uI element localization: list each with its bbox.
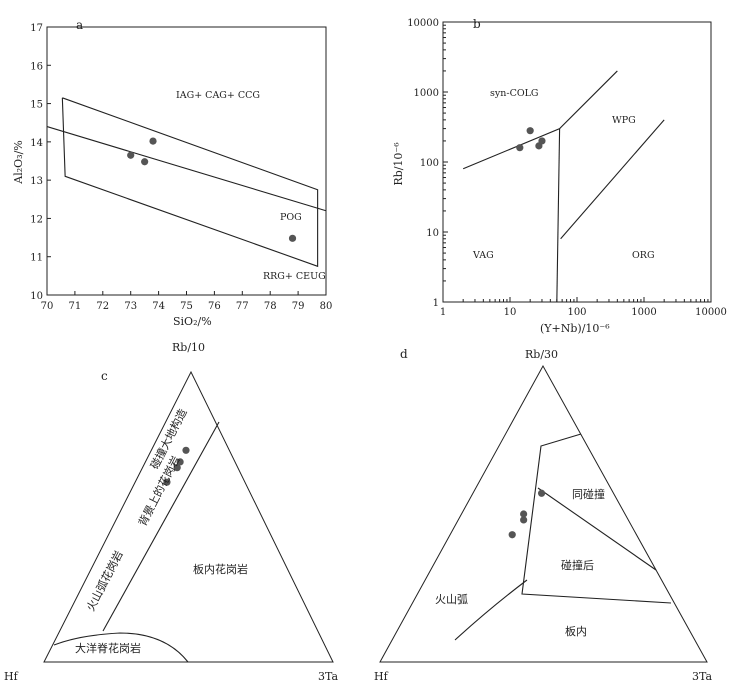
panel-d-point <box>508 531 516 539</box>
panel-a-point <box>288 234 297 242</box>
panel-b-field-syn-colg: syn-COLG <box>490 88 539 99</box>
panel-b-xtick-label: 10 <box>504 307 517 318</box>
panel-a-boundary <box>61 97 319 268</box>
panel-b-chart: b 1 10 100 1000 10000 1 10 100 1000 10000 syn-COL… <box>392 17 727 335</box>
panel-d-apex-left: Hf <box>374 670 389 683</box>
panel-a-ytick-label: 12 <box>30 214 43 225</box>
panel-a-letter: a <box>76 18 83 32</box>
panel-b-field-org: ORG <box>632 250 655 261</box>
panel-a-points <box>127 137 297 242</box>
panel-d-triangle <box>379 364 708 663</box>
panel-a-field-pog: POG <box>280 212 302 223</box>
panel-d-points <box>508 489 546 539</box>
panel-d-boundary-postcol <box>537 487 657 571</box>
panel-a-ytick-label: 15 <box>30 100 43 111</box>
panel-b-boundary <box>462 70 618 170</box>
panel-c-boundary-org <box>53 632 189 663</box>
panel-a-ylabel: Al₂O₃/% <box>12 140 25 184</box>
panel-b-ticks: 1 10 100 1000 10000 1 10 100 1000 10000 <box>407 18 727 318</box>
panel-a-boundary <box>46 126 327 212</box>
panel-c-point <box>176 458 184 466</box>
panel-b-xtick-label: 1 <box>440 307 446 318</box>
panel-d-field-wpg: 板内 <box>565 624 587 638</box>
panel-a-xtick-label: 75 <box>180 301 193 312</box>
panel-a-ytick-label: 10 <box>30 291 43 302</box>
panel-a-ytick-label: 17 <box>30 23 43 34</box>
panel-c-field-org: 大洋脊花岗岩 <box>75 641 141 655</box>
panel-a-ticks: 70 71 72 73 74 75 76 77 78 79 80 10 11 12 13 14 15 16 17 <box>30 23 332 312</box>
panel-a-ytick-label: 14 <box>30 138 43 149</box>
panel-a-field-iag: IAG+ CAG+ CCG <box>176 90 260 101</box>
panel-d-field-syncol: 同碰撞 <box>572 487 605 501</box>
panel-d-apex-right: 3Ta <box>692 670 712 683</box>
panel-a-xtick-label: 73 <box>124 301 137 312</box>
panel-b-ylabel: Rb/10⁻⁶ <box>392 142 405 186</box>
panel-d-boundary-syncol <box>521 433 672 604</box>
panel-b-field-vag: VAG <box>472 250 494 261</box>
panel-a-xtick-label: 74 <box>152 301 165 312</box>
panel-c-field-vag: 火山弧花岗岩 <box>83 548 125 613</box>
panel-b-ytick-label: 1000 <box>414 88 439 99</box>
panel-d-field-vag: 火山弧 <box>435 592 468 606</box>
panel-b-point <box>516 144 524 152</box>
panel-a-point <box>141 158 149 166</box>
panel-d-field-postcol: 碰撞后 <box>561 558 594 572</box>
panel-d-point <box>520 510 528 518</box>
panel-b-letter: b <box>473 17 481 31</box>
panel-c-point <box>163 478 171 486</box>
panel-a-xlabel: SiO₂/% <box>173 315 212 328</box>
panel-b-ytick-label: 100 <box>420 158 439 169</box>
panel-a-xtick-label: 70 <box>41 301 54 312</box>
panel-a-ytick-label: 13 <box>30 176 43 187</box>
panel-b-ytick-label: 1 <box>433 298 439 309</box>
panel-a-point <box>127 151 135 159</box>
panel-a-point <box>149 137 157 145</box>
panel-c-letter: c <box>101 369 108 383</box>
panel-a-xtick-label: 77 <box>236 301 249 312</box>
panel-d-ternary: d Rb/30 Hf 3Ta 同碰撞 碰撞后 火山弧 板内 <box>374 347 712 683</box>
panel-c-apex-left: Hf <box>4 670 19 683</box>
panel-c-boundary-vag <box>102 421 220 632</box>
panel-d-apex-top: Rb/30 <box>525 348 558 361</box>
panel-d-point <box>537 489 546 497</box>
panel-c-triangle <box>43 370 334 663</box>
panel-c-points <box>163 446 190 486</box>
panel-a-xtick-label: 80 <box>320 301 333 312</box>
panel-a-ytick-label: 16 <box>30 61 43 72</box>
panel-b-xtick-label: 1000 <box>631 307 656 318</box>
panel-d-point <box>520 516 528 524</box>
panel-c-point <box>173 464 181 472</box>
panel-b-xlabel: (Y+Nb)/10⁻⁶ <box>540 322 610 335</box>
panel-b-xtick-label: 100 <box>567 307 586 318</box>
panel-b-boundary <box>560 119 665 240</box>
panel-c-point <box>182 446 190 454</box>
panel-b-ytick-label: 10 <box>426 228 439 239</box>
panel-d-boundary-vag <box>454 579 528 641</box>
panel-c-ternary: c Rb/10 Hf 3Ta 碰撞大地构造 背景上的花岗岩 板内花岗岩 火山弧花… <box>4 341 338 683</box>
panel-a-boundaries <box>46 97 327 268</box>
panel-c-field-wpg: 板内花岗岩 <box>193 562 248 576</box>
panel-a-xtick-label: 78 <box>264 301 277 312</box>
panel-b-boundaries <box>462 70 665 303</box>
panel-a-xtick-label: 72 <box>96 301 109 312</box>
panel-b-ytick-label: 10000 <box>407 18 439 29</box>
panel-a-ytick-label: 11 <box>30 253 43 264</box>
panel-b-point <box>526 127 534 135</box>
panel-b-point <box>538 137 546 145</box>
panel-a-field-rrg: RRG+ CEUG <box>263 271 326 282</box>
panel-b-points <box>516 127 546 152</box>
panel-a-xtick-label: 79 <box>292 301 305 312</box>
panel-c-apex-top: Rb/10 <box>172 341 205 354</box>
panel-c-apex-right: 3Ta <box>318 670 338 683</box>
panel-d-letter: d <box>400 347 408 361</box>
panel-a-xtick-label: 76 <box>208 301 221 312</box>
panel-b-boundary <box>556 128 561 303</box>
panel-b-xtick-label: 10000 <box>695 307 727 318</box>
panel-a-chart: a 70 71 72 73 74 75 76 77 78 79 80 10 11 12 13 14 15 16 17… <box>12 18 332 328</box>
panel-b-field-wpg: WPG <box>612 115 636 126</box>
panel-a-xtick-label: 71 <box>69 301 82 312</box>
